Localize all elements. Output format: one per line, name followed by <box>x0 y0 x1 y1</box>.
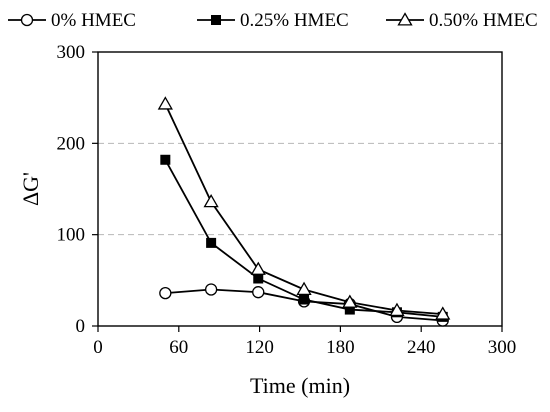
legend-label: 0.50% HMEC <box>429 10 538 31</box>
x-tick-label: 0 <box>93 337 103 358</box>
series-2 <box>160 154 448 322</box>
y-tick-label: 0 <box>76 316 86 337</box>
y-axis-title: ΔG' <box>18 172 43 206</box>
x-tick-label: 240 <box>407 337 436 358</box>
legend-label: 0% HMEC <box>51 10 136 31</box>
legend-item: 0% HMEC <box>8 10 136 31</box>
data-point <box>159 286 172 300</box>
data-point <box>389 302 405 316</box>
x-axis-title: Time (min) <box>250 373 350 398</box>
data-point <box>296 281 312 295</box>
y-tick-label: 300 <box>57 42 86 63</box>
data-point <box>299 294 310 305</box>
legend: 0% HMEC 0.25% HMEC 0.50% HMEC <box>8 10 538 31</box>
x-tick-label: 300 <box>488 337 517 358</box>
data-point <box>253 273 264 284</box>
x-tick-label: 120 <box>245 337 274 358</box>
data-point <box>157 96 173 110</box>
legend-label: 0.25% HMEC <box>240 10 349 31</box>
series-group <box>157 96 451 327</box>
legend-marker <box>211 15 221 25</box>
plot-area-frame <box>97 51 503 327</box>
data-point <box>204 283 218 296</box>
data-point <box>435 306 451 320</box>
data-point <box>342 294 358 308</box>
legend-marker <box>397 12 413 26</box>
data-point <box>206 237 217 248</box>
x-axis: 0 60 120 180 240 300 <box>93 326 516 358</box>
data-point <box>160 154 171 165</box>
legend-item: 0.25% HMEC <box>197 10 349 31</box>
y-axis: 0 100 200 300 <box>57 42 98 337</box>
data-point <box>203 193 219 208</box>
data-point <box>250 261 266 275</box>
series-3 <box>157 96 451 320</box>
x-tick-label: 60 <box>169 337 188 358</box>
legend-item: 0.50% HMEC <box>386 10 538 31</box>
y-tick-label: 100 <box>57 225 86 246</box>
legend-marker <box>20 13 34 27</box>
y-tick-label: 200 <box>57 133 86 154</box>
data-point <box>252 286 265 299</box>
grid-lines <box>98 142 502 236</box>
x-tick-label: 180 <box>326 337 355 358</box>
